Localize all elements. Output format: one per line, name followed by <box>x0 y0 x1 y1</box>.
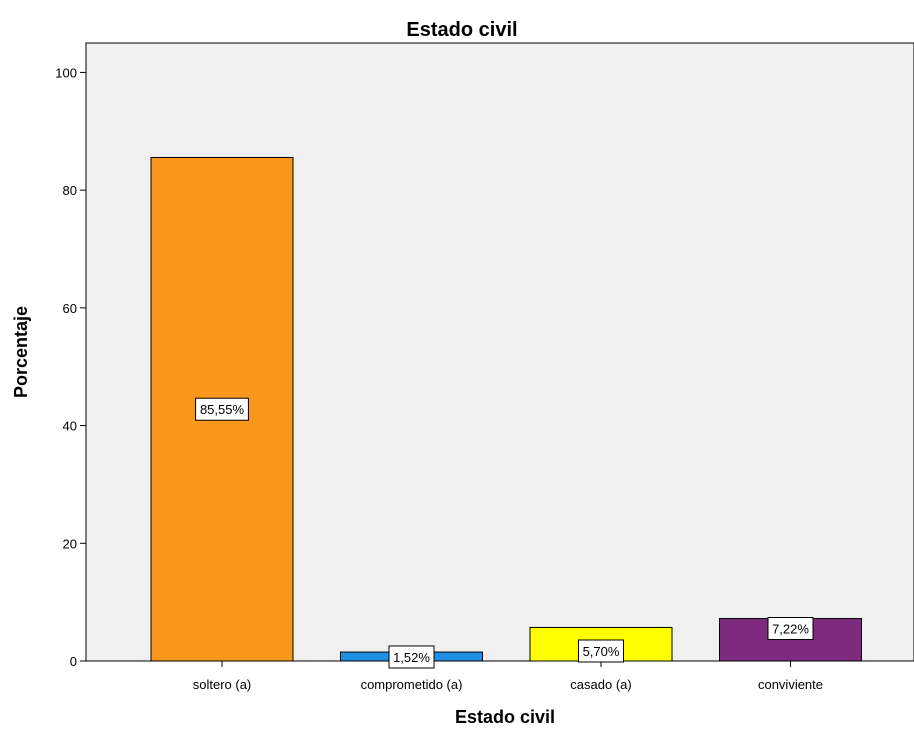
x-tick-label: conviviente <box>758 677 823 692</box>
x-tick-label: soltero (a) <box>193 677 252 692</box>
y-tick-label: 40 <box>63 419 77 434</box>
y-tick-label: 0 <box>70 654 77 669</box>
y-tick-label: 20 <box>63 536 77 551</box>
y-axis-title: Porcentaje <box>11 306 31 398</box>
x-axis-title: Estado civil <box>455 707 555 727</box>
y-tick-label: 80 <box>63 183 77 198</box>
data-label-box <box>195 397 249 421</box>
x-axis: soltero (a) comprometido (a) casado (a) con… <box>86 660 914 692</box>
data-label: 7,22% <box>772 622 809 637</box>
data-label: 5,70% <box>583 644 620 659</box>
y-tick-label: 100 <box>55 65 77 80</box>
chart-title: Estado civil <box>406 19 517 41</box>
x-tick-label: casado (a) <box>570 677 631 692</box>
data-label-box <box>388 645 435 669</box>
data-label-box <box>767 617 814 641</box>
data-labels: 85,55% 1,52% 5,70% 7,22% <box>195 397 814 669</box>
data-label: 1,52% <box>393 650 430 665</box>
data-label: 85,55% <box>200 402 245 417</box>
y-axis: 0 20 40 60 80 100 <box>55 65 86 669</box>
data-label-box <box>578 639 624 663</box>
x-tick-label: comprometido (a) <box>361 677 463 692</box>
y-tick-label: 60 <box>63 301 77 316</box>
